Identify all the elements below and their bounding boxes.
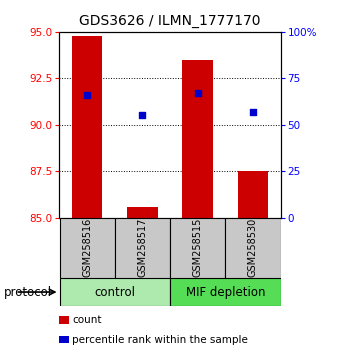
Point <box>250 109 256 115</box>
Text: GSM258517: GSM258517 <box>137 218 147 278</box>
Bar <box>170 278 280 306</box>
Bar <box>225 218 280 278</box>
Bar <box>183 60 213 218</box>
Point <box>84 92 90 98</box>
Text: percentile rank within the sample: percentile rank within the sample <box>72 335 248 345</box>
Bar <box>59 278 170 306</box>
Bar <box>72 35 102 218</box>
Bar <box>115 218 170 278</box>
Text: count: count <box>72 315 102 325</box>
Bar <box>238 171 268 218</box>
Bar <box>170 218 225 278</box>
Text: GSM258516: GSM258516 <box>82 218 92 278</box>
Point <box>140 113 145 118</box>
Text: protocol: protocol <box>3 286 52 298</box>
Bar <box>127 207 157 218</box>
Text: GSM258515: GSM258515 <box>193 218 203 278</box>
Text: MIF depletion: MIF depletion <box>186 286 265 298</box>
Text: GSM258530: GSM258530 <box>248 218 258 278</box>
Bar <box>59 218 115 278</box>
Title: GDS3626 / ILMN_1777170: GDS3626 / ILMN_1777170 <box>79 14 261 28</box>
Point <box>195 90 200 96</box>
Text: control: control <box>94 286 135 298</box>
